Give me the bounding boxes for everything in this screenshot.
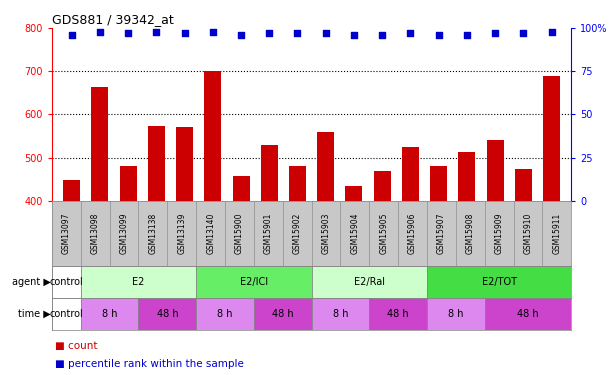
Bar	[289, 166, 306, 373]
Bar	[374, 171, 390, 373]
Text: GSM15908: GSM15908	[466, 213, 475, 254]
Bar	[148, 126, 165, 373]
Bar	[196, 298, 254, 330]
Bar	[345, 186, 362, 373]
Text: GSM15904: GSM15904	[350, 213, 359, 254]
Text: E2/TOT: E2/TOT	[481, 277, 517, 287]
Text: control: control	[49, 277, 83, 287]
Bar	[312, 298, 369, 330]
Point	[265, 30, 274, 36]
Bar	[233, 176, 249, 373]
Point	[208, 28, 218, 34]
Bar	[402, 147, 419, 373]
Text: 48 h: 48 h	[517, 309, 539, 319]
Point	[434, 32, 444, 38]
Point	[236, 32, 246, 38]
Bar	[430, 166, 447, 373]
Text: GSM15906: GSM15906	[408, 213, 417, 254]
Text: E2: E2	[133, 277, 145, 287]
Bar	[52, 298, 81, 330]
Bar	[369, 298, 427, 330]
Text: GSM15911: GSM15911	[552, 213, 562, 254]
Bar	[458, 152, 475, 373]
Text: GDS881 / 39342_at: GDS881 / 39342_at	[52, 13, 174, 26]
Bar	[543, 76, 560, 373]
Text: 8 h: 8 h	[333, 309, 348, 319]
Bar	[427, 298, 485, 330]
Text: GSM15910: GSM15910	[524, 213, 533, 254]
Text: 8 h: 8 h	[102, 309, 117, 319]
Point	[518, 30, 528, 36]
Point	[490, 30, 500, 36]
Bar	[427, 266, 571, 298]
Bar	[485, 298, 571, 330]
Bar	[52, 266, 81, 298]
Text: GSM15909: GSM15909	[495, 213, 503, 254]
Bar	[120, 166, 137, 373]
Bar	[515, 169, 532, 373]
Text: 48 h: 48 h	[156, 309, 178, 319]
Text: 8 h: 8 h	[448, 309, 464, 319]
Bar	[81, 298, 139, 330]
Text: GSM13138: GSM13138	[148, 213, 158, 254]
Text: 8 h: 8 h	[218, 309, 233, 319]
Bar	[139, 298, 196, 330]
Text: time ▶: time ▶	[18, 309, 51, 319]
Bar	[486, 140, 503, 373]
Text: GSM15903: GSM15903	[321, 213, 331, 254]
Bar	[312, 266, 427, 298]
Text: GSM13140: GSM13140	[206, 213, 215, 254]
Bar	[81, 266, 196, 298]
Text: GSM15907: GSM15907	[437, 213, 446, 254]
Bar	[63, 180, 80, 373]
Point	[349, 32, 359, 38]
Point	[377, 32, 387, 38]
Point	[462, 32, 472, 38]
Text: GSM15901: GSM15901	[264, 213, 273, 254]
Text: GSM13139: GSM13139	[177, 213, 186, 254]
Text: GSM13098: GSM13098	[90, 213, 100, 254]
Point	[406, 30, 415, 36]
Bar	[261, 146, 278, 373]
Bar	[196, 266, 312, 298]
Text: ■ count: ■ count	[55, 341, 98, 351]
Point	[152, 28, 161, 34]
Text: E2/Ral: E2/Ral	[354, 277, 385, 287]
Text: GSM13099: GSM13099	[120, 213, 128, 254]
Point	[293, 30, 302, 36]
Text: control: control	[49, 309, 83, 319]
Text: GSM13097: GSM13097	[62, 213, 71, 254]
Point	[67, 32, 76, 38]
Point	[180, 30, 189, 36]
Text: GSM15900: GSM15900	[235, 213, 244, 254]
Bar	[176, 127, 193, 373]
Text: E2/ICI: E2/ICI	[240, 277, 268, 287]
Text: ■ percentile rank within the sample: ■ percentile rank within the sample	[55, 359, 244, 369]
Bar	[92, 87, 108, 373]
Bar	[204, 71, 221, 373]
Point	[123, 30, 133, 36]
Point	[321, 30, 331, 36]
Text: GSM15902: GSM15902	[293, 213, 302, 254]
Text: GSM15905: GSM15905	[379, 213, 388, 254]
Text: agent ▶: agent ▶	[12, 277, 51, 287]
Text: 48 h: 48 h	[272, 309, 293, 319]
Point	[95, 28, 105, 34]
Bar	[254, 298, 312, 330]
Bar	[317, 132, 334, 373]
Point	[547, 28, 557, 34]
Text: 48 h: 48 h	[387, 309, 409, 319]
